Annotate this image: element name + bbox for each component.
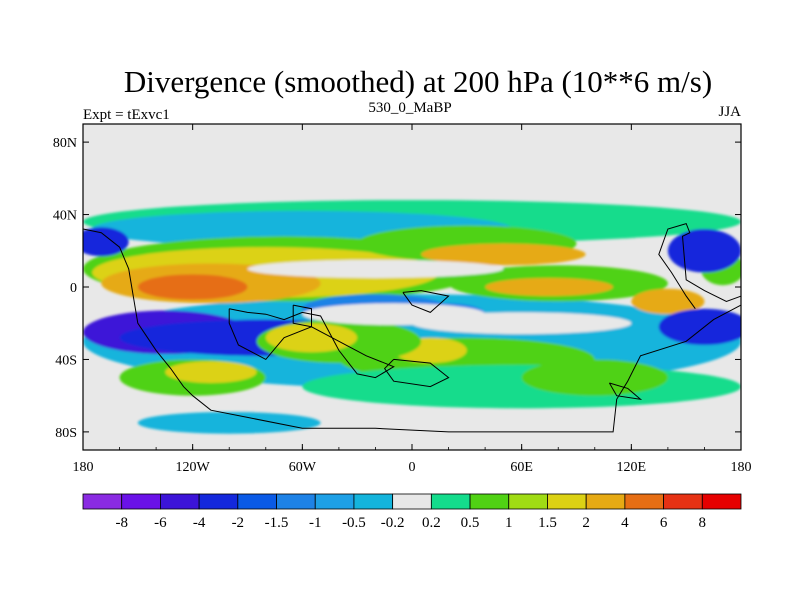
- coastline: [402, 290, 450, 313]
- colorbar: -8 -6 -4 -2 -1.5 -1 -0.5 -0.2 0.2 0.5 1 1.5 2 4 6 8: [82, 493, 742, 531]
- y-axis: 80N 40N 0 40S 80S: [53, 136, 741, 441]
- x-tick-label: 60W: [289, 460, 317, 475]
- season-label: JJA: [718, 104, 741, 120]
- y-tick-label: 40N: [53, 209, 77, 224]
- colorbar-label: -4: [193, 515, 206, 531]
- case-label: 530_0_MaBP: [368, 100, 451, 116]
- colorbar-swatch: [160, 493, 200, 510]
- x-tick-label: 180: [73, 460, 94, 475]
- field-blob-pos_yellow: [265, 323, 358, 353]
- y-tick-label: 40S: [55, 353, 77, 368]
- field-blob-pos_strong: [137, 274, 248, 300]
- x-tick-label: 0: [409, 460, 416, 475]
- coastline: [383, 358, 450, 388]
- colorbar-swatch: [353, 493, 394, 510]
- colorbar-swatch: [392, 493, 432, 510]
- colorbar-label: 0.5: [461, 515, 480, 531]
- field-blob-neg_light: [137, 411, 321, 434]
- colorbar-label: 8: [699, 515, 707, 531]
- field-blob-pos_orange: [421, 243, 586, 266]
- colorbar-swatch: [701, 493, 742, 510]
- field-blob-pos_mid: [521, 359, 668, 396]
- field-blob-neg_strong: [658, 308, 741, 345]
- colorbar-label: -6: [154, 515, 167, 531]
- field-blob-background: [412, 312, 632, 335]
- colorbar-label: -0.2: [381, 515, 405, 531]
- colorbar-swatch: [624, 493, 664, 510]
- field-blob-background: [247, 259, 504, 278]
- y-tick-label: 80S: [55, 426, 77, 441]
- colorbar-label: 1: [505, 515, 513, 531]
- colorbar-swatch: [121, 493, 161, 510]
- field-blob-pos_yellow: [165, 361, 257, 383]
- x-tick-label: 120W: [176, 460, 211, 475]
- field-blob-neg_strong: [83, 227, 129, 257]
- experiment-label: Expt = tExvc1: [83, 107, 170, 123]
- coastline: [608, 382, 643, 401]
- plot-area: [82, 123, 742, 451]
- colorbar-swatch: [508, 493, 548, 510]
- y-tick-label: 0: [70, 281, 77, 296]
- x-tick-label: 120E: [617, 460, 647, 475]
- field-blob-neg_strong: [667, 229, 741, 273]
- colorbar-swatch: [237, 493, 277, 510]
- divergence-field: [83, 200, 741, 434]
- colorbar-label: -0.5: [342, 515, 366, 531]
- field-blob-pos_light: [302, 364, 741, 409]
- colorbar-label: -2: [232, 515, 245, 531]
- colorbar-swatch: [469, 493, 510, 510]
- coastline: [228, 308, 395, 379]
- colorbar-swatch: [82, 493, 123, 510]
- land-outlines: [83, 222, 741, 433]
- colorbar-label: 0.2: [422, 515, 441, 531]
- colorbar-swatch: [430, 493, 471, 510]
- y-tick-label: 80N: [53, 136, 77, 151]
- colorbar-swatch: [663, 493, 703, 510]
- coastline: [292, 304, 312, 328]
- x-tick-label: 180: [731, 460, 752, 475]
- colorbar-label: -1: [309, 515, 322, 531]
- colorbar-swatch: [585, 493, 626, 510]
- colorbar-swatch: [314, 493, 355, 510]
- coastline: [83, 222, 741, 433]
- colorbar-label: -1.5: [265, 515, 289, 531]
- colorbar-label: 2: [582, 515, 590, 531]
- colorbar-label: 1.5: [538, 515, 557, 531]
- x-axis: 180 120W 60W 0 60E 120E 180: [73, 124, 752, 475]
- colorbar-swatch: [547, 493, 587, 510]
- colorbar-swatch: [198, 493, 239, 510]
- colorbar-swatch: [276, 493, 316, 510]
- chart-title: Divergence (smoothed) at 200 hPa (10**6 …: [124, 64, 712, 99]
- colorbar-label: 6: [660, 515, 668, 531]
- colorbar-label: 4: [621, 515, 629, 531]
- field-blob-pos_orange: [485, 277, 614, 297]
- x-tick-label: 60E: [510, 460, 533, 475]
- colorbar-label: -8: [115, 515, 128, 531]
